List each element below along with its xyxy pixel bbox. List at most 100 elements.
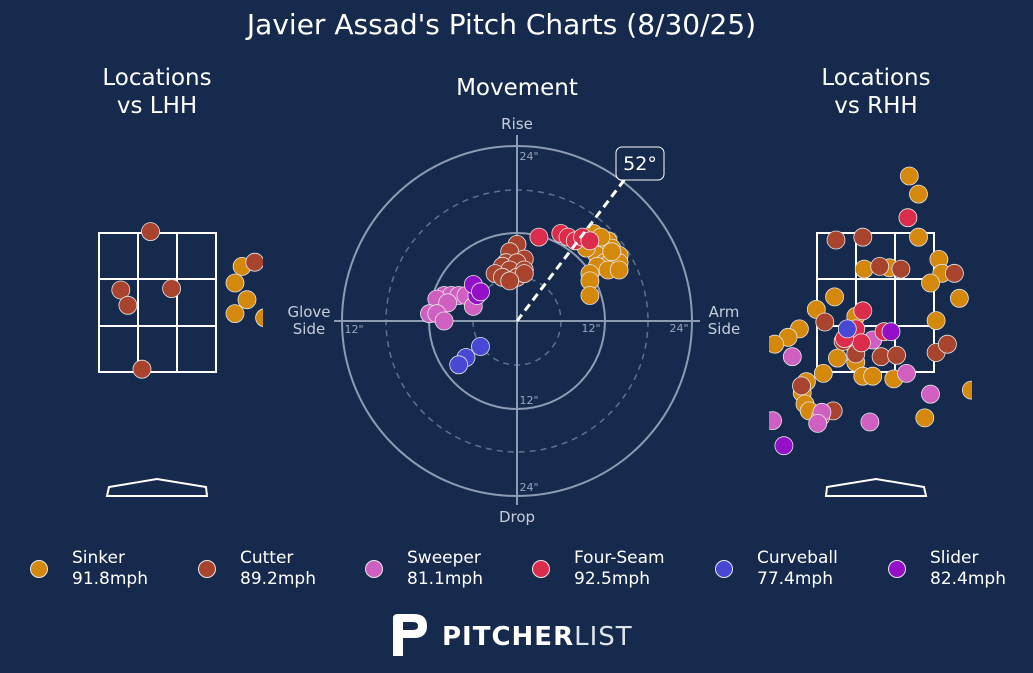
legend-pitch-speed: 89.2mph [240,569,316,589]
rhh-pitch-cutter [853,227,873,247]
rhh-pitch-sinker [854,259,874,279]
rhh-pitch-sinker [828,348,847,368]
rhh-panel-title: Locations vs RHH [776,64,976,120]
pitch-legend: Sinker 91.8mph Cutter 89.2mph Sweeper 81.1mph… [0,540,1033,600]
rhh-location-chart [769,166,972,497]
legend-pitch-name: Cutter [240,548,294,568]
arm-angle-line [515,178,627,322]
movement-point-slider [471,282,490,302]
rhh-pitch-sinker [921,273,940,293]
ring-label-top-24: 24" [519,150,538,163]
movement-point-four-seam [580,231,600,251]
legend-pitch-name: Curveball [757,548,838,568]
movement-points-layer [420,224,629,375]
rhh-pitch-sinker [825,287,844,307]
lhh-strike-zone [98,232,217,373]
ring-label-bottom-12: 12" [519,394,538,407]
rhh-pitch-cutter [891,259,911,279]
rhh-pitch-four-seam [852,333,871,353]
glove-side-label-2: Side [293,320,325,338]
legend-pitch-speed: 92.5mph [574,569,650,589]
pitcherlist-logo-icon [393,614,427,656]
rhh-pitch-cutter [826,230,846,250]
legend-pitch-speed: 91.8mph [72,569,148,589]
lhh-pitch-cutter [132,359,152,379]
rise-label: Rise [501,115,533,133]
rhh-pitch-sinker [962,380,972,400]
lhh-pitch-sinker [255,308,263,328]
rhh-pitch-sinker [863,366,883,386]
rhh-pitch-cutter [870,256,890,276]
pitcherlist-brand: PITCHERLIST [390,612,633,658]
rhh-pitch-sinker [909,184,928,204]
rhh-pitch-sweeper [860,412,880,432]
rhh-pitch-cutter [945,263,964,283]
rhh-pitch-slider [774,436,794,456]
rhh-pitch-sinker [813,363,833,383]
movement-point-sweeper [434,311,454,331]
rhh-points-layer [769,166,972,456]
ring-label-right-12: 12" [581,322,600,335]
lhh-pitch-cutter [118,295,138,315]
lhh-pitch-sinker [225,273,245,293]
legend-pitch-speed: 77.4mph [757,569,833,589]
lhh-pitch-sinker [237,290,257,310]
movement-point-curveball [449,355,469,375]
lhh-pitch-cutter [141,222,160,242]
legend-pitch-name: Sweeper [407,548,481,568]
legend-swatch [365,560,383,578]
legend-pitch-speed: 81.1mph [407,569,483,589]
rhh-pitch-sinker [769,334,785,354]
rhh-pitch-sweeper [921,384,940,404]
rhh-pitch-cutter [887,345,906,365]
movement-point-four-seam [529,227,549,247]
rhh-pitch-sinker [909,227,928,247]
legend-swatch [30,560,48,578]
movement-point-curveball [471,337,490,356]
page-title: Javier Assad's Pitch Charts (8/30/25) [246,8,757,41]
arm-angle-badge [615,146,665,181]
brand-bold-part: PITCHER [442,622,575,652]
lhh-location-chart [98,222,263,497]
lhh-zone-border [98,232,217,373]
rhh-pitch-cutter [938,334,957,354]
legend-pitch-name: Slider [930,548,979,568]
lhh-pitch-cutter [245,252,263,272]
rhh-pitch-curveball [837,319,857,339]
rhh-pitch-sinker [915,408,935,428]
arm-side-label-2: Side [708,320,740,338]
legend-swatch [715,560,733,578]
ring-label-right-24: 24" [669,322,688,335]
movement-chart: Rise Drop Glove Side Arm Side 24" 12" 12… [287,115,740,526]
lhh-points-layer [111,222,263,379]
drop-label: Drop [499,508,535,526]
legend-swatch [198,560,216,578]
movement-point-sinker [609,260,629,280]
rhh-title-line-2: vs RHH [834,93,918,119]
rhh-pitch-sweeper [897,363,916,383]
ring-label-bottom-24: 24" [519,481,538,494]
rhh-pitch-four-seam [853,301,873,321]
arm-angle-label: 52° [623,153,657,175]
rhh-pitch-cutter [815,312,835,332]
arm-side-label-1: Arm [709,303,740,321]
rhh-pitch-cutter [792,376,811,396]
lhh-pitch-cutter [162,279,182,299]
movement-point-sinker [602,242,622,262]
movement-point-cutter [500,271,520,291]
brand-light-part: LIST [574,622,633,652]
legend-pitch-name: Four-Seam [574,548,665,568]
rhh-pitch-sweeper [769,411,782,430]
lhh-title-line-2: vs LHH [116,93,198,119]
rhh-pitch-sinker [899,166,919,186]
legend-swatch [532,560,550,578]
legend-pitch-name: Sinker [72,548,125,568]
lhh-title-line-1: Locations [102,65,212,91]
movement-point-sinker [580,286,600,305]
lhh-home-plate [105,477,209,497]
rhh-pitch-four-seam [898,208,918,228]
rhh-pitch-sinker [926,311,946,331]
lhh-pitch-cutter [111,280,131,300]
rhh-pitch-sweeper [808,413,828,433]
legend-pitch-speed: 82.4mph [930,569,1006,589]
